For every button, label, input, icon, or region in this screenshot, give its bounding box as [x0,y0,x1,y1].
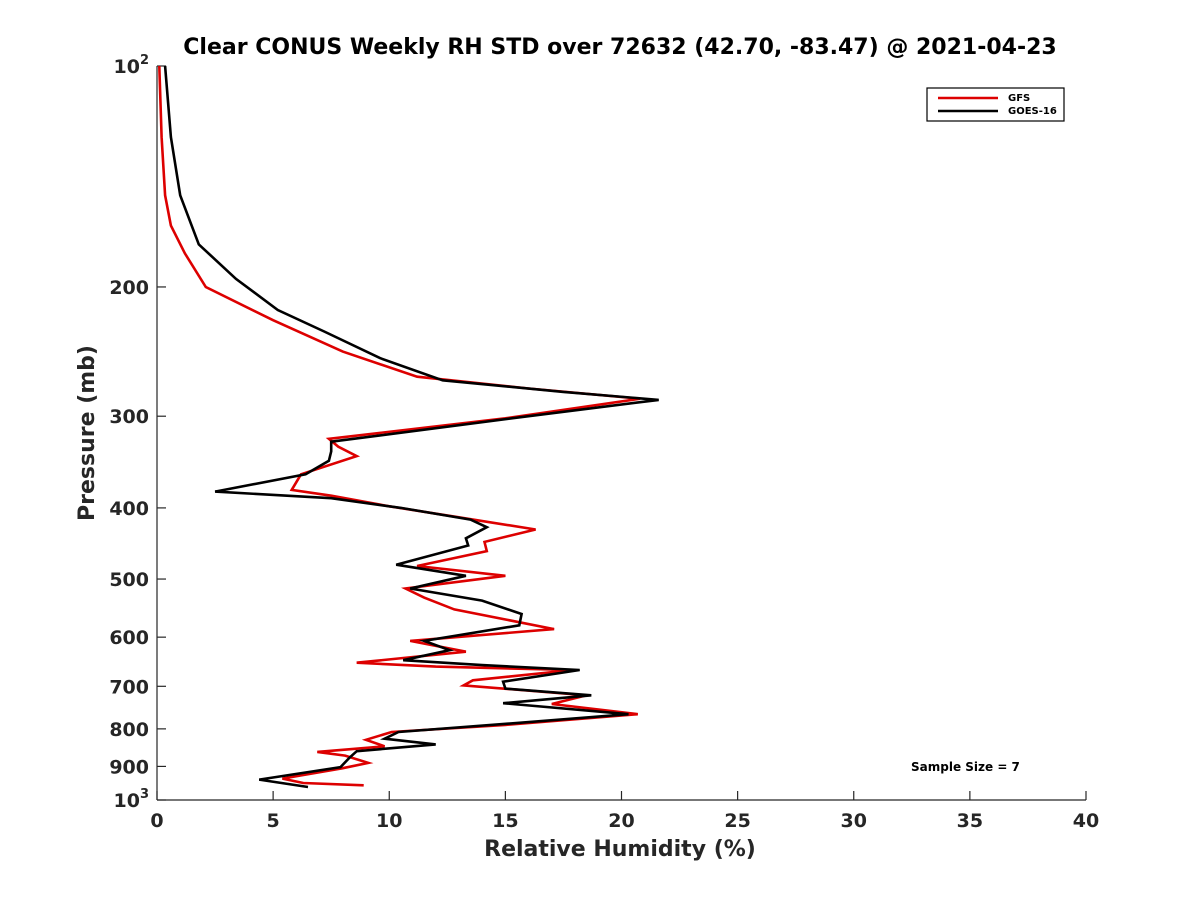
x-tick-label: 25 [724,810,750,832]
y-tick-label: 103 [114,787,150,812]
legend-label-gfs: GFS [1008,93,1030,104]
y-tick-label: 200 [109,277,149,299]
x-axis-ticks: 0 5 10 15 20 25 30 35 40 [150,791,1099,832]
y-axis-ticks: 102 200 300 400 500 600 700 800 900 103 [109,53,166,812]
y-tick-label: 800 [109,719,149,741]
legend-label-goes16: GOES-16 [1008,106,1057,117]
x-tick-label: 40 [1073,810,1099,832]
x-tick-label: 0 [150,810,163,832]
y-tick-label: 500 [109,569,149,591]
y-tick-label: 300 [109,406,149,428]
chart-title: Clear CONUS Weekly RH STD over 72632 (42… [183,35,1056,60]
y-tick-label: 600 [109,627,149,649]
x-axis-label: Relative Humidity (%) [484,837,756,862]
sample-size-annotation: Sample Size = 7 [911,760,1020,774]
x-tick-label: 30 [841,810,867,832]
y-axis-label: Pressure (mb) [75,345,100,521]
x-tick-label: 15 [492,810,518,832]
legend-box [926,87,1065,122]
series-line-goes16 [163,65,659,789]
x-tick-label: 5 [267,810,280,832]
y-tick-label: 900 [109,756,149,778]
series-layer [158,65,659,789]
x-tick-label: 35 [957,810,983,832]
legend: GFS GOES-16 [926,87,1065,122]
y-tick-label: 700 [109,676,149,698]
y-tick-label: 400 [109,498,149,520]
x-tick-label: 20 [608,810,634,832]
x-tick-label: 10 [376,810,402,832]
y-tick-label: 102 [114,53,150,78]
